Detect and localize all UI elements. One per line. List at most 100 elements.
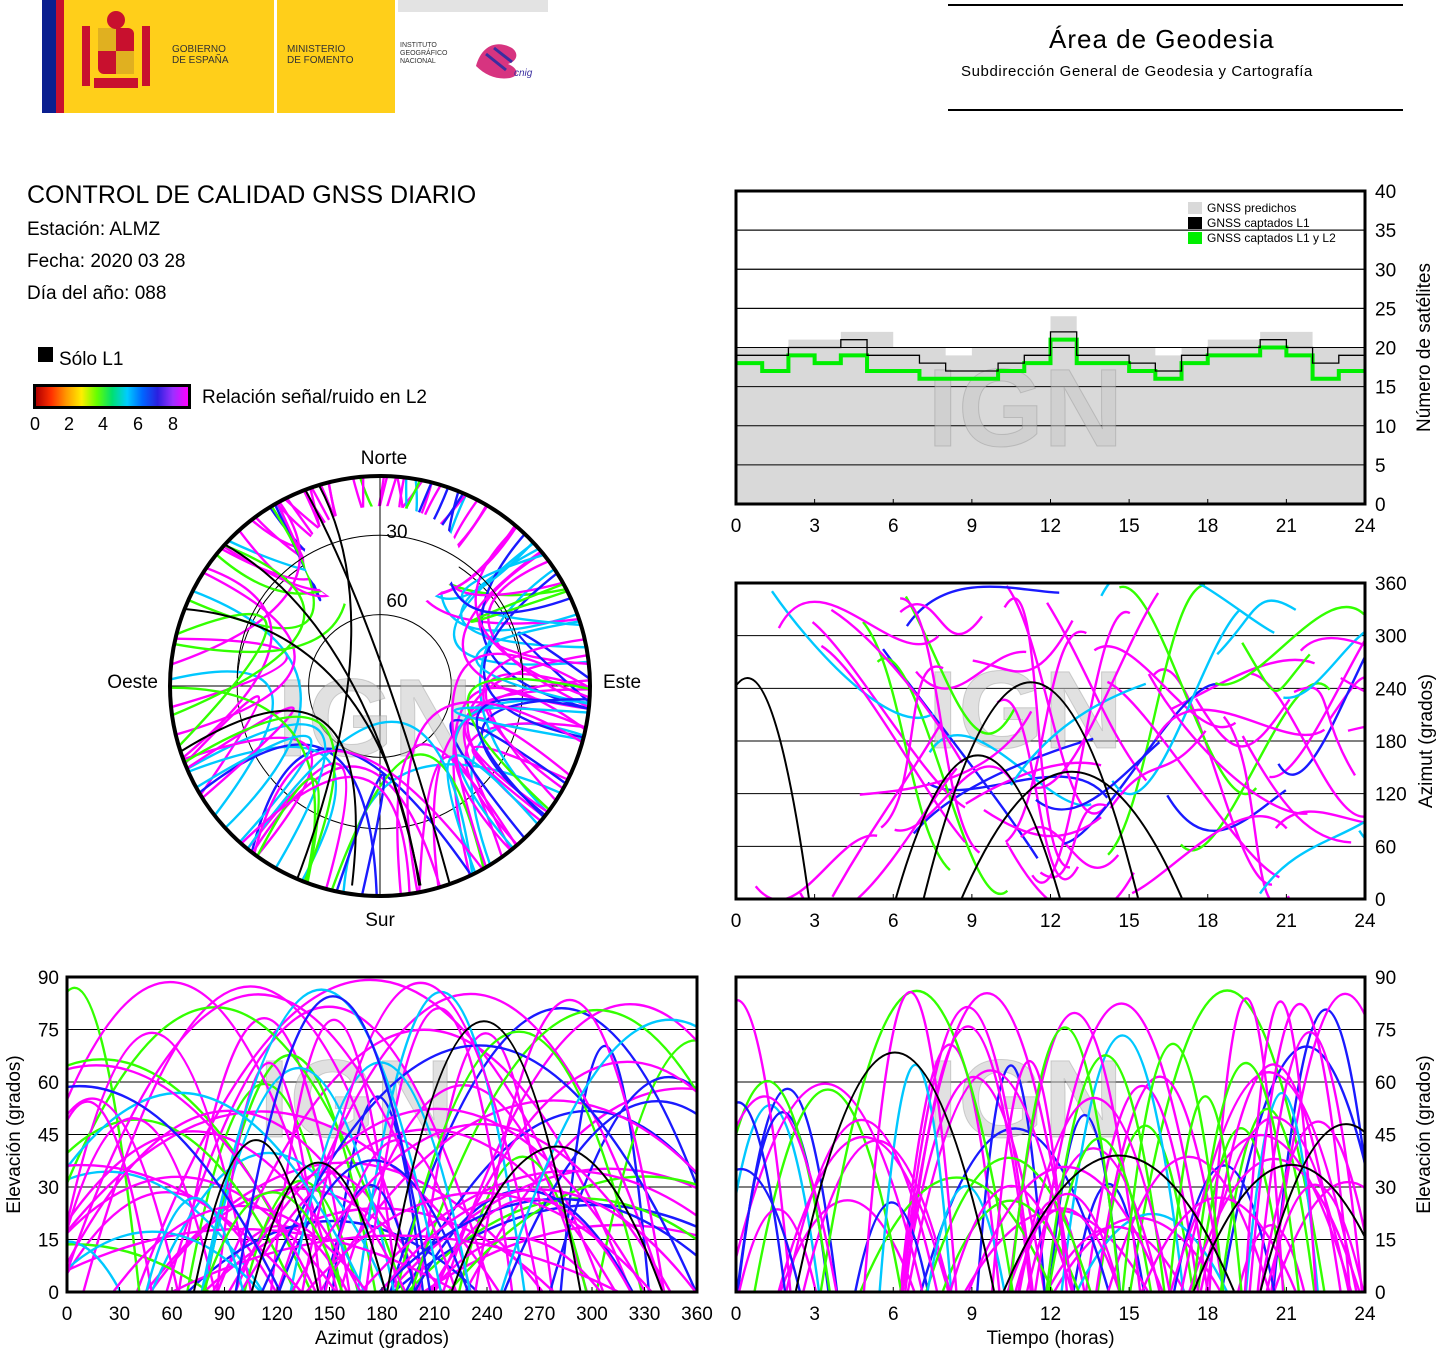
satellite-track (1005, 842, 1135, 899)
satellite-track (1084, 1085, 1200, 1292)
satellite-track-l1 (736, 677, 810, 899)
satellite-track (1248, 1003, 1352, 1292)
cnig-logo-icon: cnig (476, 44, 533, 79)
y-tick-label: 75 (1375, 1021, 1396, 1042)
satellite-track (67, 1130, 362, 1292)
satellite-track (777, 1136, 950, 1292)
x-tick-label: 30 (109, 1304, 130, 1325)
snr-tick: 2 (64, 414, 75, 434)
y-tick-label: 15 (1375, 1231, 1396, 1252)
satellite-track (67, 993, 458, 1292)
x-tick-label: 21 (1276, 1304, 1297, 1325)
satellite-track (905, 585, 1060, 627)
satellite-track (1241, 735, 1352, 844)
x-tick-label: 0 (731, 911, 742, 932)
satellite-track (1208, 997, 1285, 1292)
satellite-track (150, 1151, 388, 1292)
y-tick-label: 60 (1375, 837, 1396, 858)
satellite-track (559, 1045, 651, 1292)
doy-label: Día del año: 088 (27, 283, 167, 304)
satellite-track (779, 1199, 916, 1292)
satellite-track (67, 980, 339, 1292)
ign-topbar (398, 0, 548, 12)
satellite-track (831, 722, 942, 898)
satellite-track (165, 1005, 493, 1292)
satellite-track (67, 1064, 317, 1292)
sky-track (446, 754, 539, 874)
y-tick-label: 35 (1375, 221, 1396, 242)
satellite-track (1265, 1183, 1365, 1292)
satellite-track (67, 1084, 282, 1292)
ring-label-30: 30 (386, 522, 407, 543)
header-subtitle: Subdirección General de Geodesia y Carto… (961, 63, 1313, 80)
x-tick-label: 240 (471, 1304, 503, 1325)
satellite-track-l1 (386, 1020, 582, 1292)
y-axis-label: Número de satélites (1414, 263, 1435, 432)
sky-track (466, 677, 590, 811)
satellite-track (1194, 698, 1291, 748)
sky-track (475, 697, 590, 819)
sky-track (482, 572, 584, 739)
satellite-track (1109, 730, 1207, 809)
satellite-track (1191, 1061, 1301, 1292)
cnig-text: cnig (514, 68, 533, 79)
y-tick-label: 0 (1375, 890, 1386, 911)
satellite-count-chart: IGN 0 5 10 15 20 25 30 35 40 0 3 6 9 12 15 18 21 24 GNSS pr… (731, 182, 1435, 537)
snr-tick: 4 (98, 414, 109, 434)
y-tick-label: 25 (1375, 299, 1396, 320)
satellite-track (260, 1044, 697, 1292)
satellite-track (1147, 673, 1308, 815)
satellite-track-l1 (192, 1139, 320, 1292)
satellite-track (1219, 1108, 1316, 1292)
satellite-track (1006, 1207, 1121, 1292)
elevation-azimuth-chart: IGN 0 15 30 45 60 75 90 0 30 60 90 120 150 180 210 240 27… (4, 968, 713, 1349)
legend-entry: GNSS predichos (1207, 201, 1296, 215)
satellite-track (915, 650, 1027, 690)
satellite-track (1256, 1030, 1364, 1292)
gobierno-text: GOBIERNO DE ESPAÑA (172, 44, 229, 66)
sky-track (418, 755, 504, 893)
plot-frame (734, 581, 1367, 901)
x-tick-label: 300 (576, 1304, 608, 1325)
satellite-track (1035, 741, 1161, 811)
satellite-track (996, 698, 1080, 881)
sky-track (187, 745, 338, 882)
ign-watermark: IGN (928, 347, 1124, 470)
satellite-track (899, 597, 981, 854)
satellite-track (1259, 820, 1365, 895)
satellite-track (177, 1017, 351, 1292)
sky-track (246, 720, 474, 875)
east-label: Este (603, 672, 641, 693)
header-title: Área de Geodesia (1049, 24, 1275, 54)
satellite-track (736, 1082, 924, 1292)
satellite-track (378, 1197, 697, 1292)
sky-track-l1 (224, 543, 422, 886)
x-tick-label: 12 (1040, 1304, 1061, 1325)
sky-track (175, 571, 296, 736)
satellite-track-l1 (450, 1145, 664, 1292)
satellite-track (830, 608, 964, 764)
satellite-track (1046, 602, 1148, 782)
sky-track-l1 (179, 709, 357, 886)
x-tick-label: 18 (1197, 1304, 1218, 1325)
x-tick-label: 15 (1119, 911, 1140, 932)
sky-track (253, 749, 484, 870)
y-tick-label: 300 (1375, 627, 1407, 648)
x-tick-label: 3 (809, 1304, 820, 1325)
l1-only-label: Sólo L1 (59, 349, 124, 370)
sky-track (195, 734, 313, 843)
satellite-track (364, 1007, 514, 1292)
sky-track (406, 700, 583, 893)
satellite-track (1131, 814, 1288, 895)
sky-track (240, 775, 411, 894)
azimuth-time-chart-area: IGN (736, 583, 1365, 899)
station-label: Estación: ALMZ (27, 219, 161, 240)
legend-swatch (1188, 202, 1202, 214)
satellite-track (447, 1175, 697, 1292)
sky-track (171, 544, 306, 717)
satellite-track (433, 1060, 697, 1292)
satellite-track (876, 657, 1009, 896)
satellite-track (1033, 1002, 1209, 1292)
coat-of-arms-icon (82, 11, 150, 88)
x-tick-label: 9 (967, 1304, 978, 1325)
